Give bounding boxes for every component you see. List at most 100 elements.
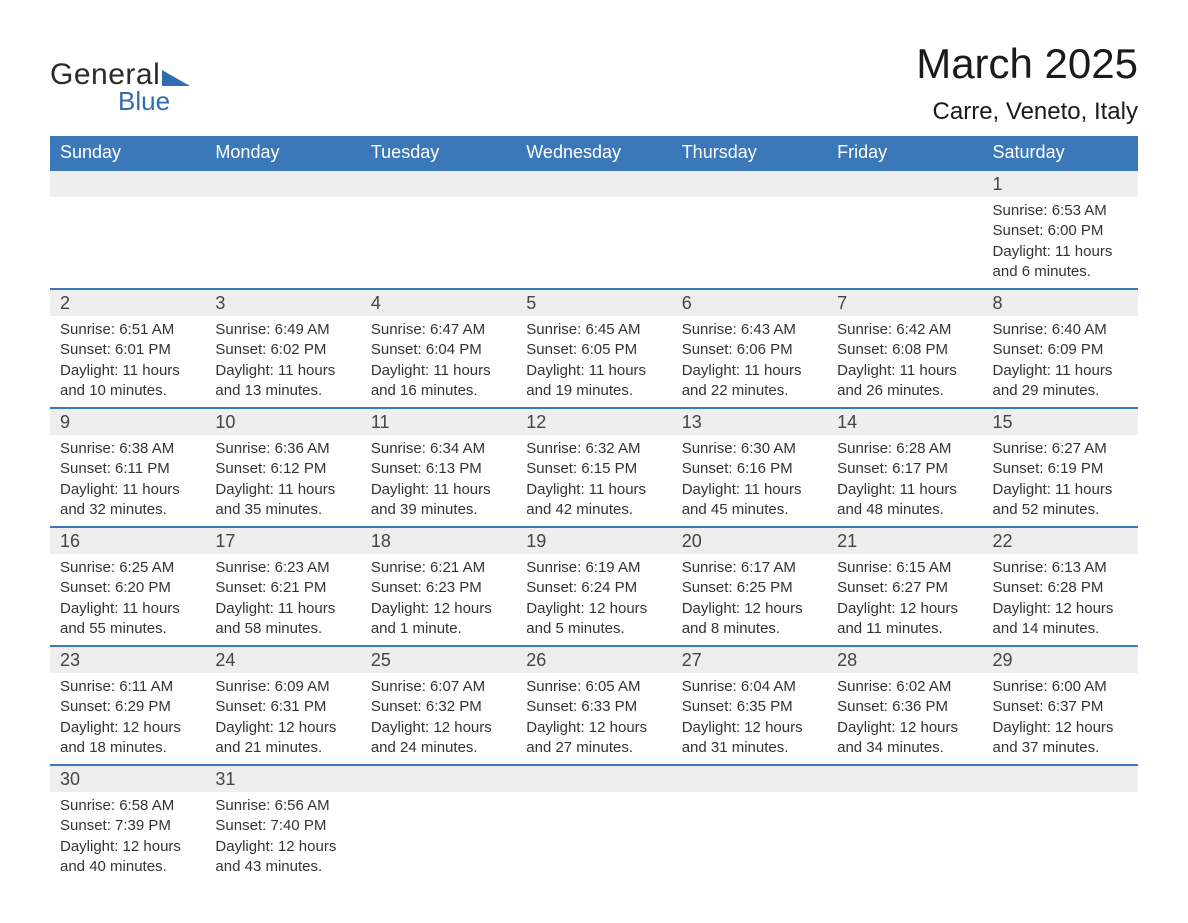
day-number-row: 23242526272829 — [50, 646, 1138, 673]
day-number: 23 — [50, 646, 205, 673]
sunset-text: Sunset: 6:24 PM — [526, 578, 661, 598]
daylight-text: Daylight: 12 hours and 34 minutes. — [837, 718, 972, 759]
sunset-text: Sunset: 6:21 PM — [215, 578, 350, 598]
sunset-text: Sunset: 6:29 PM — [60, 697, 195, 717]
day-number: 9 — [50, 408, 205, 435]
day-detail-row: Sunrise: 6:38 AMSunset: 6:11 PM Daylight:… — [50, 435, 1138, 527]
daylight-text: Daylight: 12 hours and 37 minutes. — [993, 718, 1128, 759]
daylight-text: Daylight: 12 hours and 18 minutes. — [60, 718, 195, 759]
day-number: 20 — [672, 527, 827, 554]
day-number: 21 — [827, 527, 982, 554]
sunrise-text: Sunrise: 6:40 AM — [993, 320, 1128, 340]
brand-triangle-icon — [162, 70, 190, 86]
day-detail: Sunrise: 6:30 AMSunset: 6:16 PMDaylight:… — [672, 435, 827, 527]
day-number: 8 — [983, 289, 1138, 316]
sunset-text: Sunset: 6:17 PM — [837, 459, 972, 479]
day-number: 30 — [50, 765, 205, 792]
weekday-header: Thursday — [672, 136, 827, 170]
sunrise-text: Sunrise: 6:17 AM — [682, 558, 817, 578]
day-detail — [361, 197, 516, 289]
day-number — [672, 765, 827, 792]
sunset-text: Sunset: 6:08 PM — [837, 340, 972, 360]
daylight-text: Daylight: 12 hours and 31 minutes. — [682, 718, 817, 759]
daylight-text: Daylight: 11 hours and 6 minutes. — [993, 242, 1128, 283]
day-detail: Sunrise: 6:25 AMSunset: 6:20 PMDaylight:… — [50, 554, 205, 646]
daylight-text: Daylight: 12 hours and 43 minutes. — [215, 837, 350, 878]
day-number: 12 — [516, 408, 671, 435]
day-number — [50, 170, 205, 197]
day-detail: Sunrise: 6:23 AMSunset: 6:21 PMDaylight:… — [205, 554, 360, 646]
day-number: 1 — [983, 170, 1138, 197]
sunset-text: Sunset: 6:09 PM — [993, 340, 1128, 360]
sunrise-text: Sunrise: 6:27 AM — [993, 439, 1128, 459]
sunset-text: Sunset: 6:20 PM — [60, 578, 195, 598]
sunset-text: Sunset: 6:13 PM — [371, 459, 506, 479]
day-detail-row: Sunrise: 6:58 AMSunset: 7:39 PMDaylight:… — [50, 792, 1138, 883]
day-detail — [50, 197, 205, 289]
weekday-header: Wednesday — [516, 136, 671, 170]
day-number: 14 — [827, 408, 982, 435]
sunrise-text: Sunrise: 6:56 AM — [215, 796, 350, 816]
day-number — [205, 170, 360, 197]
day-detail: Sunrise: 6:21 AMSunset: 6:23 PMDaylight:… — [361, 554, 516, 646]
sunrise-text: Sunrise: 6:15 AM — [837, 558, 972, 578]
day-detail: Sunrise: 6:15 AMSunset: 6:27 PMDaylight:… — [827, 554, 982, 646]
sunrise-text: Sunrise: 6:47 AM — [371, 320, 506, 340]
daylight-text: Daylight: 11 hours and 16 minutes. — [371, 361, 506, 402]
daylight-text: Daylight: 11 hours and 42 minutes. — [526, 480, 661, 521]
sunrise-text: Sunrise: 6:53 AM — [993, 201, 1128, 221]
sunset-text: Sunset: 6:11 PM — [60, 459, 195, 479]
daylight-text: Daylight: 11 hours and 19 minutes. — [526, 361, 661, 402]
day-detail: Sunrise: 6:53 AMSunset: 6:00 PMDaylight:… — [983, 197, 1138, 289]
day-number: 5 — [516, 289, 671, 316]
daylight-text: Daylight: 12 hours and 1 minute. — [371, 599, 506, 640]
day-number: 3 — [205, 289, 360, 316]
day-number: 11 — [361, 408, 516, 435]
sunrise-text: Sunrise: 6:45 AM — [526, 320, 661, 340]
daylight-text: Daylight: 11 hours and 55 minutes. — [60, 599, 195, 640]
weekday-header: Tuesday — [361, 136, 516, 170]
day-detail — [516, 792, 671, 883]
sunset-text: Sunset: 6:33 PM — [526, 697, 661, 717]
day-detail: Sunrise: 6:32 AMSunset: 6:15 PMDaylight:… — [516, 435, 671, 527]
day-number — [983, 765, 1138, 792]
brand-logo: General Blue — [50, 40, 190, 117]
sunrise-text: Sunrise: 6:43 AM — [682, 320, 817, 340]
day-detail — [983, 792, 1138, 883]
day-detail — [672, 792, 827, 883]
day-number — [516, 170, 671, 197]
day-detail: Sunrise: 6:04 AMSunset: 6:35 PMDaylight:… — [672, 673, 827, 765]
daylight-text: Daylight: 11 hours and 29 minutes. — [993, 361, 1128, 402]
day-detail — [361, 792, 516, 883]
sunset-text: Sunset: 6:04 PM — [371, 340, 506, 360]
daylight-text: Daylight: 11 hours and 35 minutes. — [215, 480, 350, 521]
sunrise-text: Sunrise: 6:51 AM — [60, 320, 195, 340]
location-label: Carre, Veneto, Italy — [916, 98, 1138, 126]
daylight-text: Daylight: 11 hours and 39 minutes. — [371, 480, 506, 521]
daylight-text: Daylight: 11 hours and 45 minutes. — [682, 480, 817, 521]
sunset-text: Sunset: 6:00 PM — [993, 221, 1128, 241]
day-detail: Sunrise: 6:11 AMSunset: 6:29 PMDaylight:… — [50, 673, 205, 765]
sunset-text: Sunset: 6:32 PM — [371, 697, 506, 717]
day-number: 10 — [205, 408, 360, 435]
sunrise-text: Sunrise: 6:38 AM — [60, 439, 195, 459]
day-detail-row: Sunrise: 6:25 AMSunset: 6:20 PMDaylight:… — [50, 554, 1138, 646]
weekday-header: Saturday — [983, 136, 1138, 170]
sunrise-text: Sunrise: 6:07 AM — [371, 677, 506, 697]
weekday-header: Monday — [205, 136, 360, 170]
day-number: 31 — [205, 765, 360, 792]
day-number-row: 2345678 — [50, 289, 1138, 316]
sunrise-text: Sunrise: 6:21 AM — [371, 558, 506, 578]
sunset-text: Sunset: 6:28 PM — [993, 578, 1128, 598]
day-number: 6 — [672, 289, 827, 316]
day-number: 13 — [672, 408, 827, 435]
day-number: 26 — [516, 646, 671, 673]
sunrise-text: Sunrise: 6:30 AM — [682, 439, 817, 459]
day-detail: Sunrise: 6:34 AMSunset: 6:13 PMDaylight:… — [361, 435, 516, 527]
sunrise-text: Sunrise: 6:23 AM — [215, 558, 350, 578]
daylight-text: Daylight: 12 hours and 8 minutes. — [682, 599, 817, 640]
day-detail: Sunrise: 6:27 AMSunset: 6:19 PMDaylight:… — [983, 435, 1138, 527]
daylight-text: Daylight: 12 hours and 21 minutes. — [215, 718, 350, 759]
page-title: March 2025 — [916, 40, 1138, 88]
sunset-text: Sunset: 6:16 PM — [682, 459, 817, 479]
